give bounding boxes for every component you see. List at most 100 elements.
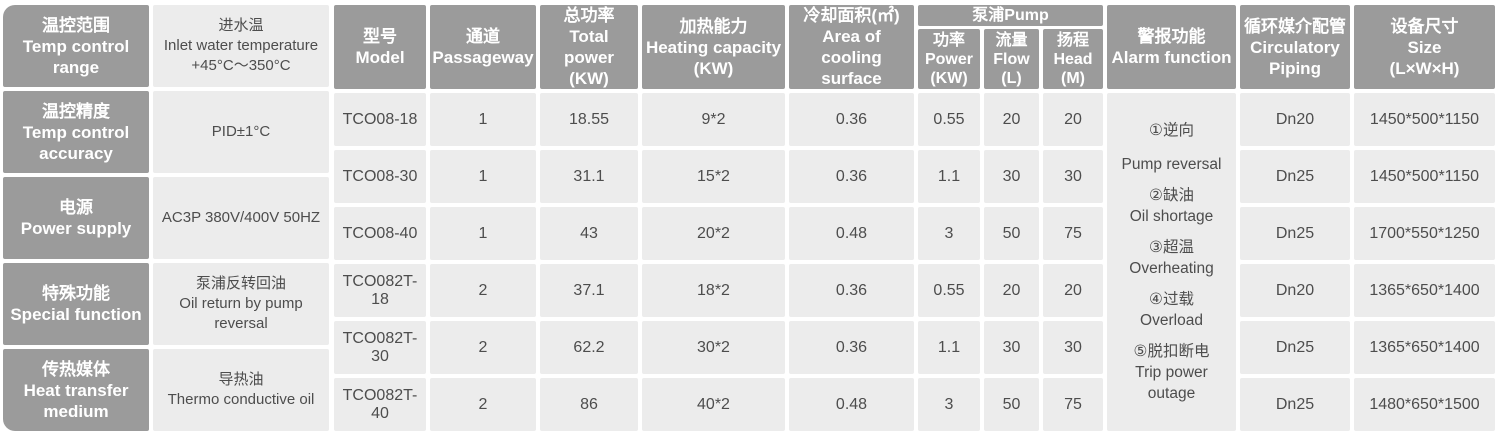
- cell-pump-power: 1.1: [918, 321, 980, 374]
- alarm-item-cn: ⑤脱扣断电: [1133, 343, 1210, 360]
- cell-pump-flow: 50: [984, 207, 1039, 260]
- header-line-en: Flow: [993, 50, 1030, 68]
- col-header-pump-power: 功率 Power (KW): [918, 29, 980, 89]
- left-row-temp-accuracy-value: PID±1°C: [153, 91, 329, 173]
- alarm-function-cell: ①逆向 Pump reversal ②缺油 Oil shortage ③超温 O…: [1107, 93, 1236, 431]
- alarm-item: ④过载 Overload: [1111, 289, 1232, 331]
- cell-piping: Dn20: [1240, 93, 1350, 146]
- label-cn: 温控范围: [42, 15, 110, 35]
- cell-size: 1480*650*1500: [1354, 378, 1495, 431]
- cell-pump-head: 75: [1043, 207, 1103, 260]
- col-header-heating-capacity: 加热能力 Heating capacity (KW): [642, 5, 785, 89]
- cell-pump-power: 0.55: [918, 264, 980, 317]
- cell-pump-flow: 20: [984, 93, 1039, 146]
- cell-size: 1700*550*1250: [1354, 207, 1495, 260]
- cell-total-power: 37.1: [540, 264, 638, 317]
- header-line-en: surface: [821, 69, 882, 88]
- header-line-en: Area of cooling: [821, 27, 882, 67]
- col-header-piping: 循环媒介配管 Circulatory Piping: [1240, 5, 1350, 89]
- left-row-temp-range-label: 温控范围 Temp control range: [3, 5, 149, 87]
- left-row-heat-medium-value: 导热油 Thermo conductive oil: [153, 349, 329, 431]
- cell-pump-power: 3: [918, 378, 980, 431]
- alarm-item: ⑤脱扣断电 Trip power outage: [1111, 341, 1232, 404]
- header-line-unit: (M): [1061, 69, 1085, 87]
- label-en: Temp control accuracy: [22, 122, 130, 163]
- cell-cooling-area: 0.48: [789, 207, 914, 260]
- alarm-item: ①逆向 Pump reversal: [1111, 120, 1232, 175]
- cell-size: 1365*650*1400: [1354, 264, 1495, 317]
- cell-piping: Dn25: [1240, 321, 1350, 374]
- header-line-unit: (L): [1001, 69, 1022, 87]
- alarm-item-cn: ③超温: [1149, 239, 1194, 256]
- alarm-item-cn: ①逆向: [1149, 122, 1194, 139]
- header-line-en: Head: [1053, 50, 1093, 68]
- cell-model: TCO082T-40: [334, 378, 426, 431]
- cell-pump-power: 3: [918, 207, 980, 260]
- pump-group-title: 泵浦Pump: [918, 5, 1103, 26]
- header-line-en: Circulatory: [1250, 37, 1340, 57]
- alarm-item: ②缺油 Oil shortage: [1111, 185, 1232, 227]
- cell-heating-capacity: 9*2: [642, 93, 785, 146]
- value-line: 泵浦反转回油: [195, 275, 286, 292]
- cell-cooling-area: 0.36: [789, 264, 914, 317]
- header-line-cn: 流量: [995, 31, 1028, 49]
- col-header-cooling-area: 冷却面积(㎡) Area of cooling surface: [789, 5, 914, 89]
- cell-piping: Dn25: [1240, 378, 1350, 431]
- value-line: AC3P 380V/400V 50HZ: [161, 209, 321, 226]
- header-line-unit: (KW): [693, 58, 734, 78]
- cell-model: TCO08-40: [334, 207, 426, 260]
- cell-total-power: 62.2: [540, 321, 638, 374]
- header-line-en: Size: [1407, 37, 1442, 57]
- label-cn: 传热媒体: [42, 359, 110, 379]
- cell-heating-capacity: 15*2: [642, 150, 785, 203]
- cell-size: 1450*500*1150: [1354, 150, 1495, 203]
- cell-pump-head: 30: [1043, 321, 1103, 374]
- header-line-en: Power: [924, 50, 973, 68]
- cell-total-power: 18.55: [540, 93, 638, 146]
- cell-total-power: 86: [540, 378, 638, 431]
- cell-passageway: 1: [430, 207, 536, 260]
- cell-piping: Dn25: [1240, 150, 1350, 203]
- left-row-temp-range-value: 进水温 Inlet water temperature +45°C～350°C: [153, 5, 329, 87]
- cell-cooling-area: 0.36: [789, 150, 914, 203]
- alarm-item: ③超温 Overheating: [1111, 237, 1232, 279]
- left-row-heat-medium-label: 传热媒体 Heat transfer medium: [3, 349, 149, 431]
- alarm-item-en: Overheating: [1129, 260, 1214, 277]
- alarm-item-en: Pump reversal: [1121, 156, 1222, 173]
- value-line: 进水温: [218, 17, 264, 34]
- label-en: Power supply: [20, 219, 132, 238]
- alarm-item-cn: ④过载: [1149, 291, 1194, 308]
- col-header-alarm: 警报功能 Alarm function: [1107, 5, 1236, 89]
- cell-total-power: 31.1: [540, 150, 638, 203]
- cell-cooling-area: 0.48: [789, 378, 914, 431]
- cell-model: TCO08-30: [334, 150, 426, 203]
- cell-model: TCO082T-30: [334, 321, 426, 374]
- value-line: Oil return by pump reversal: [179, 295, 303, 332]
- cell-cooling-area: 0.36: [789, 93, 914, 146]
- header-line-unit: (KW): [569, 69, 609, 88]
- header-line-en: Passageway: [432, 48, 534, 67]
- header-line-en: Model: [355, 48, 405, 67]
- header-line-en: Piping: [1269, 58, 1321, 78]
- value-line: PID±1°C: [211, 123, 271, 140]
- label-cn: 特殊功能: [42, 284, 110, 303]
- model-spec-table: 型号 Model 通道 Passageway 总功率 Total power (…: [334, 5, 1495, 431]
- header-line-unit: (L×W×H): [1389, 58, 1460, 78]
- left-spec-panel: 温控范围 Temp control range 进水温 Inlet water …: [3, 5, 329, 431]
- header-line-cn: 警报功能: [1137, 27, 1206, 46]
- header-line-cn: 加热能力: [679, 16, 748, 36]
- col-header-passageway: 通道 Passageway: [430, 5, 536, 89]
- header-line-cn: 冷却面积(㎡): [803, 6, 900, 25]
- col-header-pump-head: 扬程 Head (M): [1043, 29, 1103, 89]
- label-cn: 温控精度: [42, 101, 110, 121]
- cell-model: TCO082T-18: [334, 264, 426, 317]
- header-line-cn: 总功率: [563, 6, 615, 25]
- header-line-en: Total power: [563, 27, 615, 67]
- cell-heating-capacity: 30*2: [642, 321, 785, 374]
- col-header-total-power: 总功率 Total power (KW): [540, 5, 638, 89]
- cell-passageway: 2: [430, 264, 536, 317]
- left-row-special-function-value: 泵浦反转回油 Oil return by pump reversal: [153, 263, 329, 345]
- label-en: Temp control range: [22, 36, 130, 77]
- cell-size: 1365*650*1400: [1354, 321, 1495, 374]
- col-header-model: 型号 Model: [334, 5, 426, 89]
